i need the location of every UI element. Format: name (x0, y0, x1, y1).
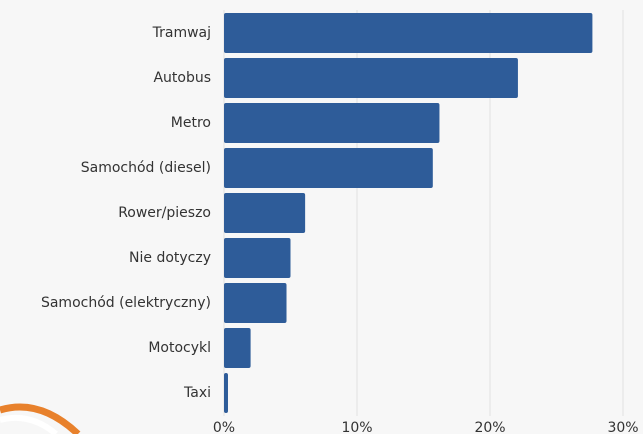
x-tick-label: 10% (341, 420, 372, 434)
decoration-arc (0, 403, 81, 434)
y-tick-label: Samochód (elektryczny) (41, 295, 211, 311)
y-tick-label: Motocykl (148, 340, 211, 356)
bar (224, 103, 440, 143)
bar (224, 193, 306, 233)
bar (224, 148, 433, 188)
bar (224, 373, 228, 413)
x-tick-label: 20% (474, 420, 505, 434)
decoration-arc (0, 414, 58, 434)
y-tick-label: Metro (171, 115, 211, 131)
bar (224, 328, 251, 368)
y-tick-label: Tramwaj (152, 25, 211, 41)
y-tick-label: Rower/pieszo (118, 205, 211, 221)
bar (224, 58, 518, 98)
x-tick-label: 0% (213, 420, 235, 434)
x-tick-label: 30% (607, 420, 638, 434)
bar (224, 13, 593, 53)
y-tick-label: Nie dotyczy (129, 250, 211, 266)
y-tick-label: Taxi (183, 385, 211, 401)
bar (224, 283, 287, 323)
y-tick-label: Samochód (diesel) (81, 160, 211, 176)
y-tick-label: Autobus (153, 70, 211, 86)
bar (224, 238, 291, 278)
